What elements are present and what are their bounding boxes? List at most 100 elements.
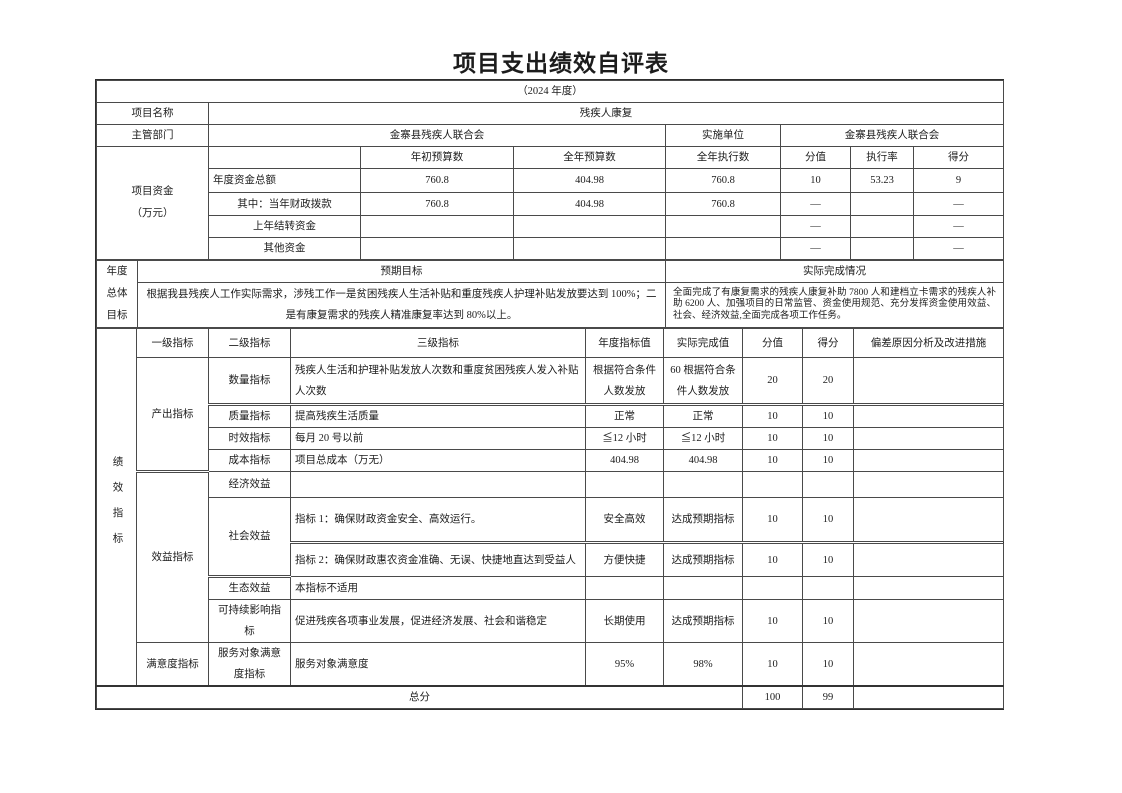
quality-deviation — [853, 404, 1004, 428]
timeliness-weight: 10 — [742, 427, 803, 450]
satisfaction-level3: 服务对象满意度 — [290, 642, 586, 687]
group-benefit-indicator: 效益指标 — [136, 471, 209, 643]
cost-annual: 404.98 — [585, 449, 664, 472]
indicators-table: 绩效指标 一级指标 二级指标 三级指标 年度指标值 实际完成值 分值 得分 偏差… — [96, 328, 1004, 709]
expected-goal-text: 根据我县残疾人工作实际需求，涉残工作一是贫困残疾人生活补贴和重度残疾人护理补贴发… — [137, 282, 666, 328]
social1-weight: 10 — [742, 497, 803, 544]
header-level1: 一级指标 — [136, 328, 209, 358]
satisfaction-actual: 98% — [663, 642, 743, 687]
funding-total-rate: 53.23 — [850, 168, 914, 193]
funding-other-annual — [513, 237, 666, 260]
annual-goal-table: 年度总体目标 预期目标 实际完成情况 根据我县残疾人工作实际需求，涉残工作一是贫… — [96, 259, 1004, 328]
social1-actual: 达成预期指标 — [663, 497, 743, 544]
funding-header-annual-budget: 全年预算数 — [513, 146, 666, 169]
sustainable-weight: 10 — [742, 599, 803, 643]
funding-other-score: — — [913, 237, 1004, 260]
funding-label-unit: （万元） — [131, 208, 174, 219]
funding-row-label: 项目资金 （万元） — [96, 146, 209, 260]
funding-fiscal-initial: 760.8 — [360, 192, 514, 216]
indicators-side-label-text: 绩效指标 — [111, 456, 123, 558]
impl-unit-value: 金寨县残疾人联合会 — [780, 124, 1004, 147]
impl-unit-label: 实施单位 — [665, 124, 781, 147]
satisfaction-level1: 满意度指标 — [136, 642, 209, 687]
funding-total-initial: 760.8 — [360, 168, 514, 193]
social2-annual: 方便快捷 — [585, 542, 664, 577]
funding-other-label: 其他资金 — [208, 237, 361, 260]
ecological-actual — [663, 576, 743, 600]
timeliness-level3: 每月 20 号以前 — [290, 427, 586, 450]
sustainable-level2: 可持续影响指标 — [208, 599, 291, 643]
quantity-weight: 20 — [742, 357, 803, 406]
cost-level2: 成本指标 — [208, 449, 291, 472]
header-actual-value: 实际完成值 — [663, 328, 743, 358]
funding-header-exec-rate: 执行率 — [850, 146, 914, 169]
economic-annual — [585, 471, 664, 498]
funding-carryover-score: — — [913, 215, 1004, 238]
cost-score: 10 — [802, 449, 854, 472]
funding-total-label: 年度资金总额 — [208, 168, 361, 193]
funding-carryover-executed — [665, 215, 781, 238]
satisfaction-score: 10 — [802, 642, 854, 687]
annual-goal-side-label-text: 年度总体目标 — [106, 266, 128, 321]
satisfaction-annual: 95% — [585, 642, 664, 687]
group-output-indicator: 产出指标 — [136, 357, 209, 473]
social2-score: 10 — [802, 542, 854, 577]
social2-deviation — [853, 542, 1004, 577]
quality-level3: 提高残疾生活质量 — [290, 404, 586, 428]
economic-weight — [742, 471, 803, 498]
dept-value: 金寨县残疾人联合会 — [208, 124, 666, 147]
actual-completion-header: 实际完成情况 — [665, 259, 1004, 284]
funding-header-executed: 全年执行数 — [665, 146, 781, 169]
header-annual-value: 年度指标值 — [585, 328, 664, 358]
timeliness-actual: ≦12 小时 — [663, 427, 743, 450]
funding-fiscal-weight: — — [780, 192, 851, 216]
sustainable-deviation — [853, 599, 1004, 643]
project-name-value: 残疾人康复 — [208, 102, 1004, 125]
social1-deviation — [853, 497, 1004, 544]
quality-score: 10 — [802, 404, 854, 428]
ecological-weight — [742, 576, 803, 600]
social1-level3: 指标 1：确保财政资金安全、高效运行。 — [290, 497, 586, 544]
funding-total-annual: 404.98 — [513, 168, 666, 193]
funding-total-executed: 760.8 — [665, 168, 781, 193]
actual-completion-text: 全面完成了有康复需求的残疾人康复补助 7800 人和建档立卡需求的残疾人补助 6… — [665, 282, 1004, 328]
funding-fiscal-rate — [850, 192, 914, 216]
funding-label-text: 项目资金 — [131, 186, 174, 197]
sustainable-actual: 达成预期指标 — [663, 599, 743, 643]
sustainable-score: 10 — [802, 599, 854, 643]
ecological-score — [802, 576, 854, 600]
economic-level3 — [290, 471, 586, 498]
funding-header-empty — [208, 146, 361, 169]
sustainable-level3: 促进残疾各项事业发展，促进经济发展、社会和谐稳定 — [290, 599, 586, 643]
quality-level2: 质量指标 — [208, 404, 291, 428]
ecological-deviation — [853, 576, 1004, 600]
total-score-label: 总分 — [96, 685, 743, 709]
funding-fiscal-label: 其中：当年财政拨款 — [208, 192, 361, 216]
project-name-label: 项目名称 — [96, 102, 209, 125]
social2-weight: 10 — [742, 542, 803, 577]
quantity-actual: 60 根据符合条件人数发放 — [663, 357, 743, 406]
ecological-level2: 生态效益 — [208, 576, 291, 600]
annual-goal-side-label: 年度总体目标 — [96, 260, 138, 328]
cost-actual: 404.98 — [663, 449, 743, 472]
page-title: 项目支出绩效自评表 — [453, 51, 669, 76]
quantity-deviation — [853, 357, 1004, 406]
social2-actual: 达成预期指标 — [663, 542, 743, 577]
year-cell: （2024 年度） — [96, 80, 1004, 103]
header-weight: 分值 — [742, 328, 803, 358]
timeliness-score: 10 — [802, 427, 854, 450]
timeliness-level2: 时效指标 — [208, 427, 291, 450]
timeliness-deviation — [853, 427, 1004, 450]
self-evaluation-table: （2024 年度） 项目名称 残疾人康复 主管部门 金寨县残疾人联合会 实施单位… — [95, 79, 1004, 710]
social-level2: 社会效益 — [208, 497, 291, 578]
social2-level3: 指标 2：确保财政惠农资金准确、无误、快捷地直达到受益人 — [290, 542, 586, 577]
funding-other-rate — [850, 237, 914, 260]
funding-carryover-rate — [850, 215, 914, 238]
funding-other-initial — [360, 237, 514, 260]
funding-carryover-weight: — — [780, 215, 851, 238]
header-level3: 三级指标 — [290, 328, 586, 358]
header-score: 得分 — [802, 328, 854, 358]
social1-score: 10 — [802, 497, 854, 544]
quantity-level3: 残疾人生活和护理补贴发放人次数和重度贫困残疾人发入补贴人次数 — [290, 357, 586, 406]
